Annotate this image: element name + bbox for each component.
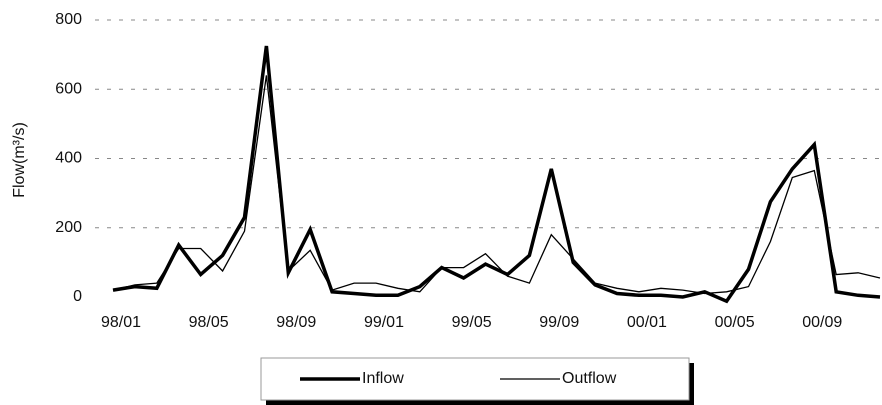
x-tick-label: 98/09: [276, 314, 316, 331]
legend-label: Outflow: [562, 370, 617, 387]
y-axis-label: Flow(m³/s): [11, 122, 28, 198]
x-tick-label: 00/01: [627, 314, 667, 331]
y-tick-label: 800: [55, 11, 82, 28]
x-tick-label: 00/05: [715, 314, 755, 331]
data-line: [112, 45, 881, 304]
x-tick-label: 98/01: [101, 314, 141, 331]
data-line: [112, 75, 881, 295]
x-tick-label: 99/09: [539, 314, 579, 331]
x-tick-label: 99/01: [364, 314, 404, 331]
y-tick-label: 600: [55, 80, 82, 97]
y-tick-label: 400: [55, 150, 82, 167]
y-tick-label: 200: [55, 219, 82, 236]
y-tick-label: 0: [73, 288, 82, 305]
legend-label: Inflow: [362, 370, 404, 387]
x-tick-label: 99/05: [452, 314, 492, 331]
x-tick-label: 00/09: [802, 314, 842, 331]
x-tick-label: 98/05: [189, 314, 229, 331]
